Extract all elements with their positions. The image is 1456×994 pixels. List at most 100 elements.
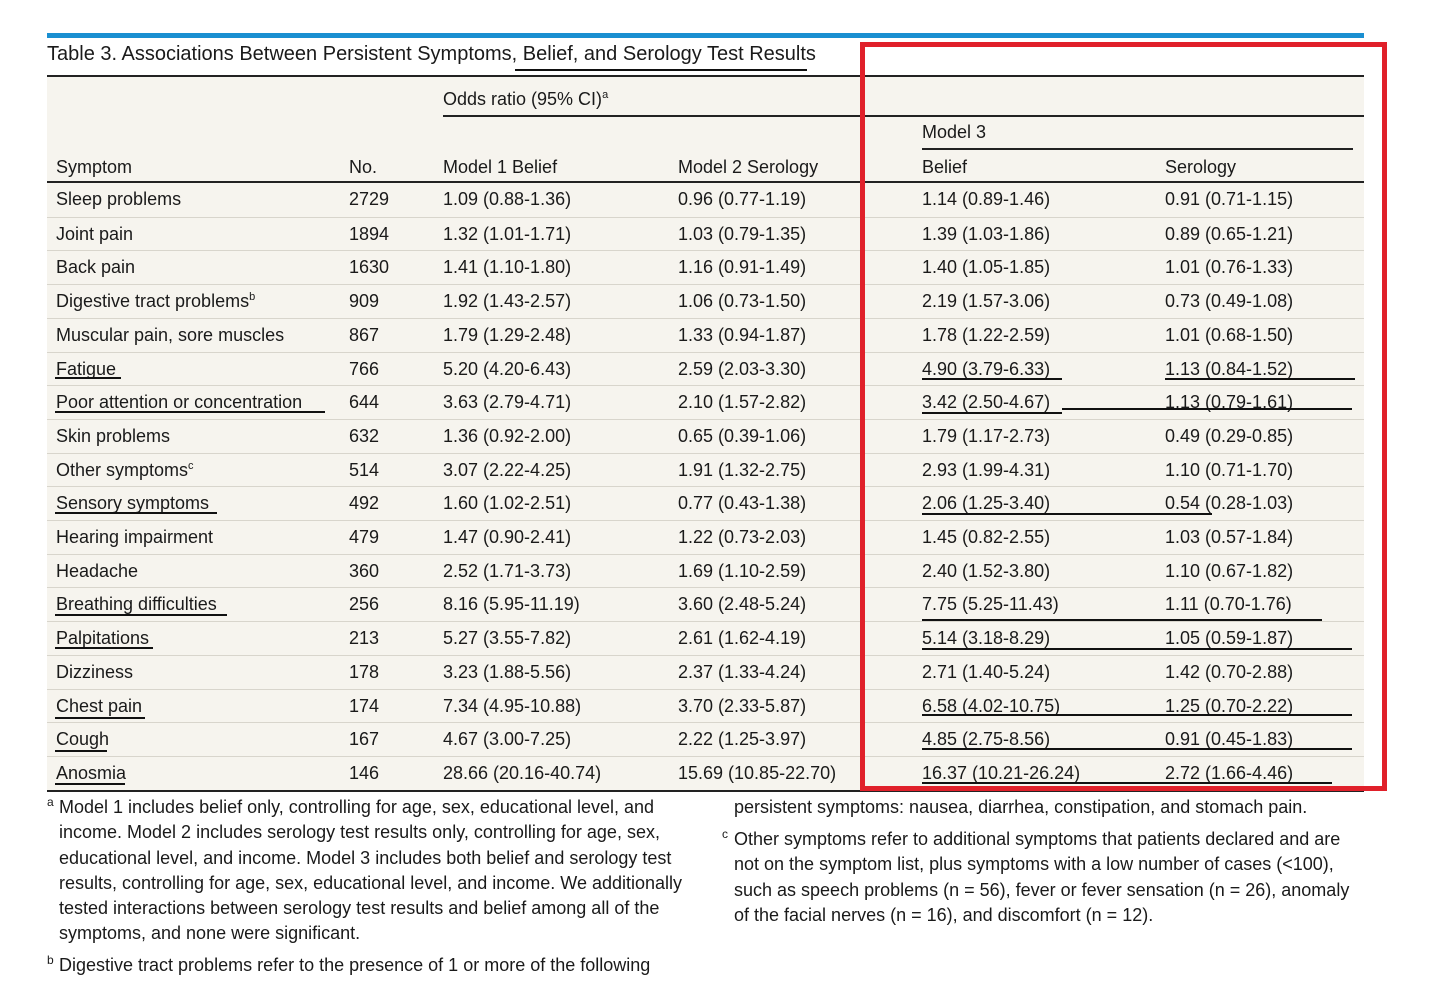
odds-ratio-header: Odds ratio (95% CI)a xyxy=(443,89,609,109)
model3-serology-cell: 1.01 (0.68-1.50) xyxy=(1165,324,1294,345)
model3-serology-cell: 0.54 (0.28-1.03) xyxy=(1165,493,1294,514)
table-row: Hearing impairment 479 1.47 (0.90-2.41) 1.2… xyxy=(47,520,1364,555)
underline-mark xyxy=(55,411,325,413)
model1-belief-cell: 4.67 (3.00-7.25) xyxy=(443,729,572,750)
model3-belief-cell: 1.78 (1.22-2.59) xyxy=(922,324,1051,345)
symptom-cell: Poor attention or concentration xyxy=(56,392,303,413)
model2-serology-cell: 1.33 (0.94-1.87) xyxy=(678,324,807,345)
title-hand-underline xyxy=(515,69,807,71)
count-cell: 256 xyxy=(349,594,380,615)
symptom-cell: Sensory symptoms xyxy=(56,493,210,514)
model1-belief-cell: 1.92 (1.43-2.57) xyxy=(443,291,572,312)
symptom-cell: Dizziness xyxy=(56,661,134,682)
model2-serology-cell: 2.37 (1.33-4.24) xyxy=(678,661,807,682)
footnote-a-text: Model 1 includes belief only, controllin… xyxy=(59,797,683,944)
model3-serology-cell: 0.91 (0.45-1.83) xyxy=(1165,729,1294,750)
underline-mark xyxy=(55,512,217,514)
model3-belief-cell: 1.14 (0.89-1.46) xyxy=(922,189,1051,209)
symptom-cell: Other symptomsc xyxy=(56,459,194,480)
count-cell: 360 xyxy=(349,560,380,581)
footnote-b-text: Digestive tract problems refer to the pr… xyxy=(59,955,651,975)
underline-mark xyxy=(1062,408,1352,410)
model3-belief-cell: 4.90 (3.79-6.33) xyxy=(922,358,1051,379)
footnote-c: c Other symptoms refer to additional sym… xyxy=(722,827,1364,928)
model2-serology-cell: 1.03 (0.79-1.35) xyxy=(678,223,807,244)
serology-header: Serology xyxy=(1165,157,1237,177)
model1-belief-cell: 3.07 (2.22-4.25) xyxy=(443,459,572,480)
count-cell: 146 xyxy=(349,762,380,783)
count-cell: 479 xyxy=(349,527,380,547)
model3-serology-cell: 2.72 (1.66-4.46) xyxy=(1165,762,1294,783)
count-cell: 167 xyxy=(349,729,380,750)
model2-serology-cell: 3.60 (2.48-5.24) xyxy=(678,594,807,615)
symptom-cell: Chest pain xyxy=(56,695,143,716)
count-cell: 867 xyxy=(349,324,380,345)
model3-belief-cell: 3.42 (2.50-4.67) xyxy=(922,392,1051,413)
count-cell: 766 xyxy=(349,358,380,379)
underline-mark xyxy=(922,513,1212,515)
underline-mark xyxy=(922,748,1352,750)
model3-rule xyxy=(922,148,1353,150)
symptom-cell: Muscular pain, sore muscles xyxy=(56,324,285,345)
model3-serology-cell: 0.91 (0.71-1.15) xyxy=(1165,189,1294,209)
model3-serology-cell: 1.13 (0.79-1.61) xyxy=(1165,392,1294,413)
symptom-cell: Digestive tract problemsb xyxy=(56,291,256,312)
model2-serology-cell: 3.70 (2.33-5.87) xyxy=(678,695,807,716)
model2-serology-cell: 2.22 (1.25-3.97) xyxy=(678,729,807,750)
symptom-cell: Fatigue xyxy=(56,358,117,379)
footnote-b-continued: persistent symptoms: nausea, diarrhea, c… xyxy=(734,795,1364,820)
table-row: Skin problems 632 1.36 (0.92-2.00) 0.65 (0.… xyxy=(47,418,1364,454)
model3-belief-cell: 1.40 (1.05-1.85) xyxy=(922,257,1051,278)
model3-serology-cell: 1.01 (0.76-1.33) xyxy=(1165,257,1294,278)
footnote-c-text: Other symptoms refer to additional sympt… xyxy=(734,829,1350,925)
model1-belief-cell: 1.60 (1.02-2.51) xyxy=(443,493,572,514)
model3-serology-cell: 1.11 (0.70-1.76) xyxy=(1165,594,1292,615)
model2-serology-cell: 1.22 (0.73-2.03) xyxy=(678,527,807,547)
underline-mark xyxy=(922,412,1062,414)
table-row: Back pain 1630 1.41 (1.10-1.80) 1.16 (0.91-… xyxy=(47,250,1364,285)
no-header: No. xyxy=(349,157,378,177)
table-row: Palpitations 213 5.27 (3.55-7.82) 2.61 (1.6… xyxy=(47,621,1364,656)
model3-belief-cell: 6.58 (4.02-10.75) xyxy=(922,695,1061,716)
underline-mark xyxy=(922,378,1062,380)
model1-belief-cell: 3.23 (1.88-5.56) xyxy=(443,661,572,682)
model1-belief-cell: 1.32 (1.01-1.71) xyxy=(443,223,572,244)
model1-belief-cell: 7.34 (4.95-10.88) xyxy=(443,695,582,716)
footnote-b-continued-text: persistent symptoms: nausea, diarrhea, c… xyxy=(734,797,1308,817)
model1-belief-cell: 1.36 (0.92-2.00) xyxy=(443,425,572,446)
table-row: Sensory symptoms 492 1.60 (1.02-2.51) 0.77 … xyxy=(47,486,1364,521)
model3-serology-cell: 1.10 (0.71-1.70) xyxy=(1165,459,1294,480)
symptom-cell: Joint pain xyxy=(56,223,134,244)
model3-belief-cell: 2.71 (1.40-5.24) xyxy=(922,661,1051,682)
model3-serology-cell: 0.89 (0.65-1.21) xyxy=(1165,223,1294,244)
symptom-cell: Palpitations xyxy=(56,628,150,649)
results-table: Odds ratio (95% CI)a Model 3 Symptom No.… xyxy=(47,75,1364,792)
footnote-a: a Model 1 includes belief only, controll… xyxy=(47,795,699,947)
table-row: Breathing difficulties 256 8.16 (5.95-11.1… xyxy=(47,587,1364,622)
model1-belief-cell: 1.47 (0.90-2.41) xyxy=(443,527,572,547)
model3-belief-cell: 2.93 (1.99-4.31) xyxy=(922,459,1051,480)
count-cell: 2729 xyxy=(349,189,390,209)
model3-belief-cell: 1.45 (0.82-2.55) xyxy=(922,527,1051,547)
odds-ratio-rule xyxy=(443,115,1364,117)
count-cell: 1630 xyxy=(349,257,390,278)
model1-belief-cell: 2.52 (1.71-3.73) xyxy=(443,560,572,581)
model1-belief-cell: 28.66 (20.16-40.74) xyxy=(443,762,602,783)
model3-serology-cell: 0.73 (0.49-1.08) xyxy=(1165,291,1294,312)
symptom-cell: Back pain xyxy=(56,257,136,278)
table-title: Table 3. Associations Between Persistent… xyxy=(47,43,816,65)
table-row: Chest pain 174 7.34 (4.95-10.88) 3.70 (2.33… xyxy=(47,688,1364,724)
model2-serology-cell: 1.69 (1.10-2.59) xyxy=(678,560,807,581)
model2-serology-cell: 0.77 (0.43-1.38) xyxy=(678,493,807,514)
count-cell: 632 xyxy=(349,425,380,446)
model3-serology-cell: 1.13 (0.84-1.52) xyxy=(1165,358,1294,379)
count-cell: 514 xyxy=(349,459,380,480)
underline-mark xyxy=(55,717,145,719)
belief-header: Belief xyxy=(922,157,968,177)
underline-mark xyxy=(922,714,1352,716)
model3-belief-cell: 16.37 (10.21-26.24) xyxy=(922,762,1081,783)
model3-serology-cell: 1.03 (0.57-1.84) xyxy=(1165,527,1294,547)
model3-serology-cell: 1.10 (0.67-1.82) xyxy=(1165,560,1294,581)
underline-mark xyxy=(55,647,153,649)
model2-serology-cell: 2.59 (2.03-3.30) xyxy=(678,358,807,379)
